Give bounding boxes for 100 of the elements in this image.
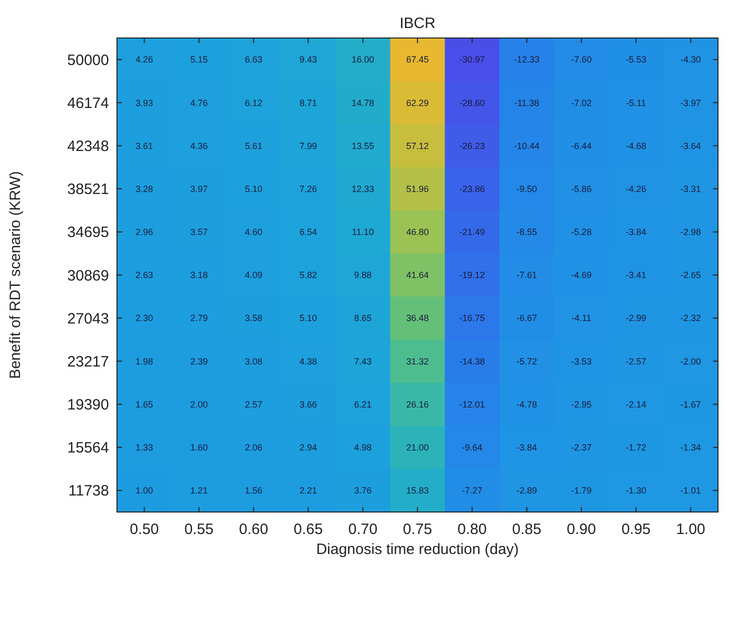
data-label: 7.43 [354, 356, 372, 366]
y-tick-label: 30869 [67, 267, 109, 284]
data-label: -1.01 [680, 486, 701, 496]
data-label: -2.57 [626, 356, 646, 366]
data-label: 62.29 [406, 98, 429, 108]
y-tick-label: 50000 [67, 52, 109, 69]
y-tick-label: 34695 [67, 224, 109, 242]
data-label: -6.44 [571, 140, 592, 151]
data-label: 2.63 [136, 270, 154, 280]
data-label: -2.14 [626, 399, 646, 410]
data-label: -3.31 [680, 184, 701, 194]
data-label: -2.65 [680, 270, 701, 280]
x-axis-title: Diagnosis time reduction (day) [316, 541, 519, 558]
data-label: -11.38 [514, 98, 540, 108]
data-label: 6.63 [244, 54, 262, 65]
data-label: 4.38 [299, 356, 317, 366]
data-label: -12.01 [459, 399, 485, 410]
data-label: -16.75 [459, 313, 485, 324]
y-tick-label: 11738 [68, 482, 109, 500]
data-label: 1.65 [136, 399, 154, 410]
data-label: 1.60 [190, 442, 208, 453]
data-label: 5.82 [299, 270, 317, 280]
data-label: 21.00 [406, 442, 429, 453]
data-label: -7.27 [462, 486, 482, 496]
data-label: -1.34 [680, 442, 701, 453]
data-label: -2.00 [680, 356, 701, 366]
data-label: -5.86 [571, 184, 592, 194]
data-label: -5.28 [571, 227, 592, 238]
y-tick-label: 38521 [67, 181, 109, 198]
data-label: 41.64 [406, 270, 429, 280]
data-label: -2.95 [571, 399, 592, 410]
data-label: 4.76 [190, 98, 208, 108]
data-label: -4.78 [516, 399, 538, 410]
data-label: -5.53 [626, 54, 646, 65]
data-label: -6.67 [516, 313, 538, 324]
data-label: 6.12 [244, 98, 262, 108]
data-label: 2.96 [136, 227, 154, 238]
data-label: 3.76 [354, 486, 372, 496]
y-tick-label: 46174 [67, 94, 109, 112]
data-label: -4.68 [626, 140, 646, 151]
data-label: 6.21 [354, 399, 372, 410]
y-tick-label: 23217 [67, 353, 109, 370]
data-label: -2.37 [571, 442, 592, 453]
data-label: 57.12 [406, 140, 429, 151]
data-label: -12.33 [514, 54, 540, 65]
data-label: 4.98 [354, 442, 372, 453]
data-label: -1.30 [626, 486, 646, 496]
data-label: 2.79 [190, 313, 208, 324]
data-label: -14.38 [459, 356, 485, 366]
data-label: -5.11 [626, 98, 646, 108]
data-label: 5.61 [244, 140, 262, 151]
x-tick-label: 0.55 [184, 521, 214, 538]
y-tick-label: 42348 [67, 138, 109, 155]
data-label: 3.61 [136, 140, 154, 151]
data-label: -4.69 [571, 270, 592, 280]
data-label: 2.57 [244, 399, 262, 410]
data-label: -3.53 [571, 356, 592, 366]
data-label: -4.11 [571, 313, 592, 324]
data-label: -3.84 [626, 227, 646, 238]
data-label: -21.49 [459, 227, 485, 238]
data-label: -2.89 [516, 486, 538, 496]
data-label: 1.00 [136, 486, 154, 496]
data-label: 67.45 [406, 54, 429, 65]
x-tick-label: 1.00 [676, 521, 706, 538]
x-tick-label: 0.80 [458, 521, 487, 538]
data-label: -28.60 [459, 98, 485, 108]
data-label: -9.50 [516, 184, 538, 194]
data-label: 2.94 [299, 442, 317, 453]
data-label: -10.44 [514, 140, 540, 151]
x-tick-label: 0.85 [512, 521, 542, 538]
data-label: 6.54 [299, 227, 317, 238]
data-label: -26.23 [459, 140, 485, 151]
data-label: 16.00 [352, 54, 374, 65]
data-label: 9.43 [299, 54, 317, 65]
data-label: -2.98 [680, 227, 701, 238]
x-tick-label: 0.50 [130, 521, 159, 538]
data-label: 14.78 [352, 98, 374, 108]
data-label: 2.30 [136, 313, 154, 324]
data-label: 15.83 [406, 486, 429, 496]
data-label: -3.97 [680, 98, 701, 108]
data-label: 4.26 [136, 54, 154, 65]
data-label: 1.56 [244, 486, 262, 496]
data-label: -9.64 [462, 442, 482, 453]
data-label: 4.09 [244, 270, 262, 280]
data-label: 51.96 [406, 184, 429, 194]
y-tick-label: 27043 [67, 310, 109, 328]
data-label: 26.16 [406, 399, 429, 410]
data-label: 3.97 [190, 184, 208, 194]
data-label: -1.72 [626, 442, 646, 453]
x-tick-label: 0.70 [348, 521, 378, 538]
data-label: 3.57 [190, 227, 208, 238]
data-label: 5.10 [244, 184, 262, 194]
data-label: 8.65 [354, 313, 372, 324]
data-label: 1.33 [136, 442, 154, 453]
data-label: 11.10 [352, 227, 374, 238]
y-tick-label: 19390 [67, 396, 109, 414]
data-label: 12.33 [352, 184, 374, 194]
x-tick-label: 0.65 [294, 521, 323, 538]
data-label: 4.60 [244, 227, 262, 238]
data-label: 2.39 [190, 356, 208, 366]
